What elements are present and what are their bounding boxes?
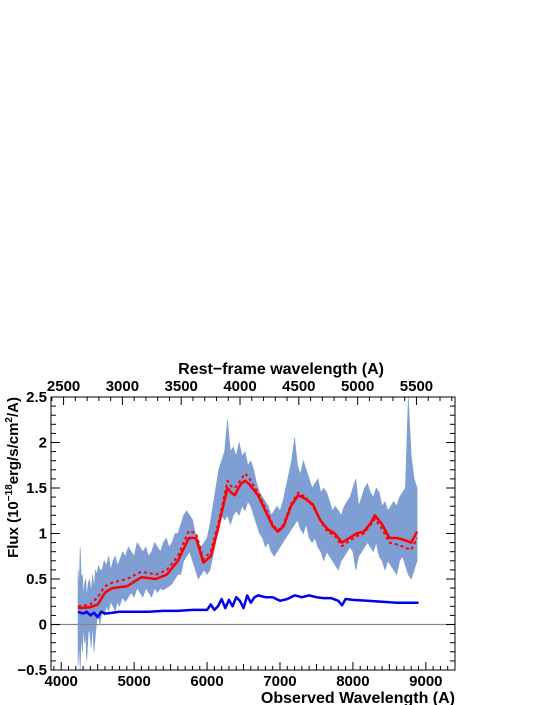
observed-spectrum-band (77, 396, 418, 671)
bottom-axis-ticks: 4000 5000 6000 7000 8000 9000 (45, 662, 456, 690)
top-tick-label: 4500 (282, 378, 315, 395)
model-solid-layer (77, 479, 419, 610)
y-tick-label: 1 (39, 526, 47, 543)
y-tick-label: −0.5 (17, 662, 47, 679)
top-tick-label: 5000 (341, 378, 374, 395)
x-axis-label: Observed Wavelength (A) (261, 690, 455, 705)
y-axis-label-unit: erg/s/cm (5, 423, 22, 485)
top-tick-label: 4000 (223, 378, 256, 395)
x-tick-label: 6000 (190, 673, 223, 690)
sky-series-line (77, 594, 419, 619)
y-tick-label: 2.5 (26, 389, 47, 406)
y-tick-label: 0.5 (26, 571, 47, 588)
top-tick-label: 2500 (47, 378, 80, 395)
y-axis-label-exponent: −18 (4, 484, 15, 501)
top-tick-label: 5500 (400, 378, 433, 395)
top-tick-label: 3000 (106, 378, 139, 395)
x-tick-label: 4000 (45, 673, 78, 690)
y-axis-label-prefix: Flux (10 (5, 501, 22, 558)
top-axis-ticks: 2500 3000 3500 4000 4500 5000 5500 (47, 378, 453, 405)
model-series-line (77, 479, 419, 610)
sky-spectrum-layer (77, 594, 419, 619)
y-tick-label: 2 (39, 435, 47, 452)
x-tick-label: 5000 (117, 673, 150, 690)
x-tick-label: 9000 (409, 673, 442, 690)
x-tick-label: 8000 (336, 673, 369, 690)
observed-spectrum-layer (77, 396, 418, 671)
top-axis-label: Rest−frame wavelength (A) (178, 361, 384, 378)
left-axis-ticks: −0.5 0 0.5 1 1.5 2 2.5 (17, 389, 455, 679)
x-tick-label: 7000 (263, 673, 296, 690)
y-axis-label-suffix: /A) (5, 397, 22, 417)
top-tick-label: 3500 (165, 378, 198, 395)
y-tick-label: 0 (39, 617, 47, 634)
y-tick-label: 1.5 (26, 480, 47, 497)
y-axis-label: Flux (10−18erg/s/cm2/A) (4, 397, 22, 558)
y-axis-label-exponent-2: 2 (4, 417, 15, 423)
